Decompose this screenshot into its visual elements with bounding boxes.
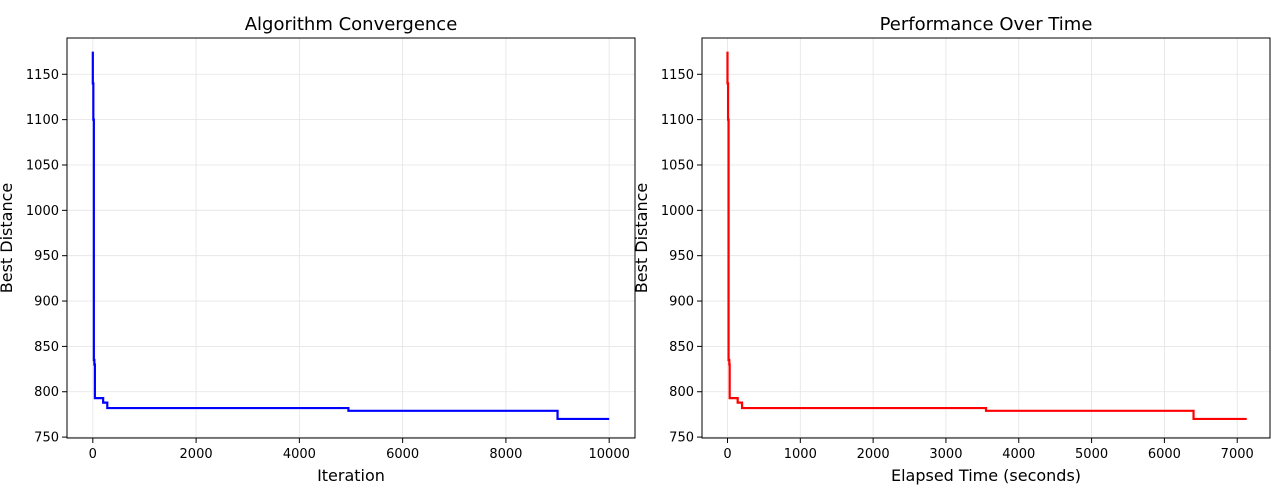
x-tick-label: 5000: [1075, 447, 1108, 462]
series-line: [726, 51, 1247, 421]
y-tick-label: 850: [34, 340, 59, 355]
y-tick-label: 800: [34, 385, 59, 400]
y-tick-label: 800: [669, 385, 694, 400]
chart-performance-over-time: 0 1000 2000 3000 4000 5000 6000 7000 750 800 850 90…: [632, 14, 1271, 485]
x-axis-label: Elapsed Time (seconds): [891, 466, 1081, 485]
y-tick-label: 1050: [661, 158, 694, 173]
y-tick-label: 1000: [661, 204, 694, 219]
y-tick-label: 900: [34, 295, 59, 310]
x-axis-label: Iteration: [317, 466, 385, 485]
y-tick-label: 1100: [661, 113, 694, 128]
plot-frame: [701, 37, 1271, 439]
y-tick-label: 1100: [26, 113, 59, 128]
y-tick-label: 1000: [26, 204, 59, 219]
x-tick-label: 2000: [180, 447, 213, 462]
x-tick-label: 6000: [1148, 447, 1181, 462]
chart-title: Algorithm Convergence: [245, 14, 458, 35]
y-tick-label: 750: [669, 431, 694, 446]
plot-frame: [66, 37, 636, 439]
y-tick-label: 850: [669, 340, 694, 355]
y-tick-label: 950: [34, 249, 59, 264]
x-tick-label: 1000: [784, 447, 817, 462]
series-line: [91, 51, 610, 421]
y-tick-label: 950: [669, 249, 694, 264]
chart-title: Performance Over Time: [880, 14, 1093, 35]
x-tick-label: 4000: [283, 447, 316, 462]
x-tick-label: 7000: [1221, 447, 1254, 462]
x-tick-label: 4000: [1002, 447, 1035, 462]
y-tick-label: 750: [34, 431, 59, 446]
y-tick-label: 1150: [661, 68, 694, 83]
y-axis-label: Best Distance: [632, 183, 651, 293]
x-tick-label: 2000: [857, 447, 890, 462]
chart-algorithm-convergence: 0 2000 4000 6000 8000 10000 750 800 850 900 950 100…: [0, 14, 636, 485]
x-tick-label: 3000: [929, 447, 962, 462]
y-axis-label: Best Distance: [0, 183, 16, 293]
y-tick-label: 1050: [26, 158, 59, 173]
x-tick-label: 0: [723, 447, 731, 462]
x-tick-label: 6000: [386, 447, 419, 462]
x-tick-label: 0: [89, 447, 97, 462]
y-tick-label: 900: [669, 295, 694, 310]
x-tick-label: 10000: [589, 447, 630, 462]
y-tick-label: 1150: [26, 68, 59, 83]
x-tick-label: 8000: [489, 447, 522, 462]
